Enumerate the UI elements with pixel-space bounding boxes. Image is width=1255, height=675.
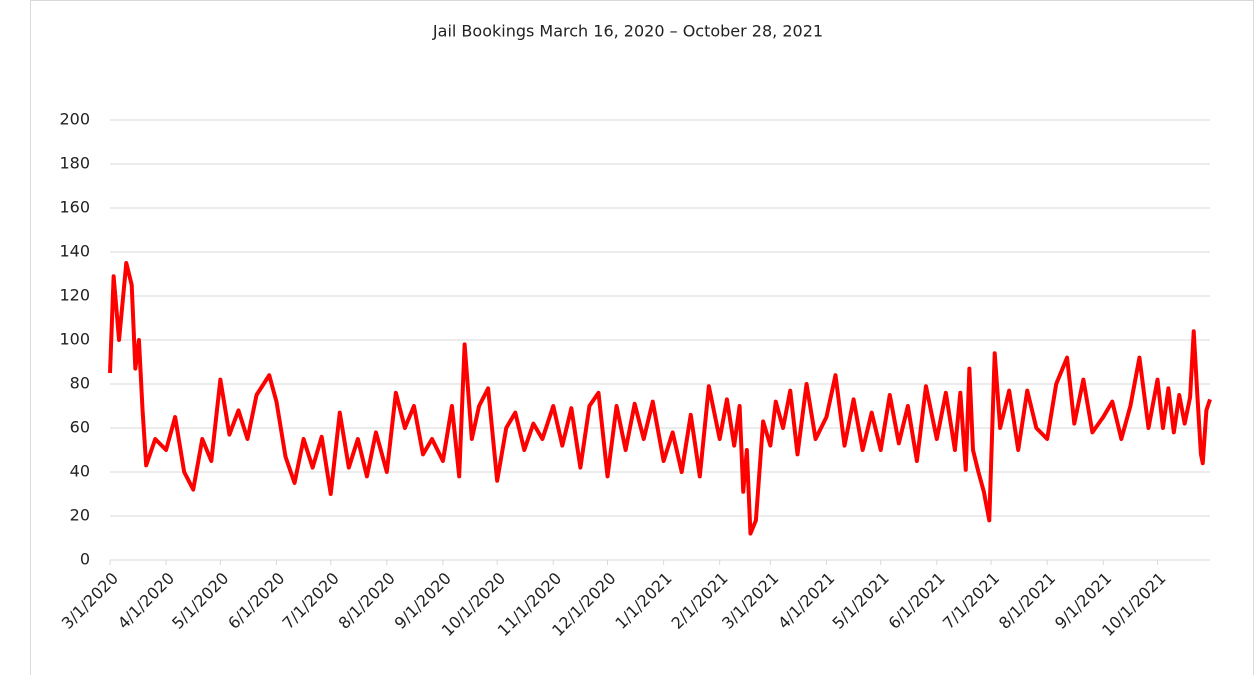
chart-title: Jail Bookings March 16, 2020 – October 2… xyxy=(432,22,823,41)
x-tick-label: 8/1/2020 xyxy=(335,569,399,633)
x-tick-label: 1/1/2021 xyxy=(611,569,675,633)
y-tick-label: 100 xyxy=(59,330,90,349)
x-tick-label: 3/1/2020 xyxy=(58,569,122,633)
y-tick-label: 80 xyxy=(70,374,90,393)
y-tick-label: 0 xyxy=(80,550,90,569)
y-tick-label: 40 xyxy=(70,462,90,481)
y-tick-label: 180 xyxy=(59,154,90,173)
y-tick-label: 160 xyxy=(59,198,90,217)
x-tick-label: 6/1/2020 xyxy=(224,569,288,633)
y-tick-label: 60 xyxy=(70,418,90,437)
chart-border xyxy=(30,0,1254,675)
x-tick-label: 5/1/2021 xyxy=(828,569,892,633)
y-tick-label: 200 xyxy=(59,110,90,129)
x-tick-label: 7/1/2021 xyxy=(939,569,1003,633)
x-tick-label: 4/1/2021 xyxy=(774,569,838,633)
y-tick-label: 120 xyxy=(59,286,90,305)
x-tick-label: 8/1/2021 xyxy=(995,569,1059,633)
x-tick-label: 5/1/2020 xyxy=(168,569,232,633)
x-tick-label: 7/1/2020 xyxy=(278,569,342,633)
data-line xyxy=(108,261,1212,536)
y-tick-label: 20 xyxy=(70,506,90,525)
x-tick-label: 4/1/2020 xyxy=(114,569,178,633)
y-tick-label: 140 xyxy=(59,242,90,261)
x-tick-label: 6/1/2021 xyxy=(885,569,949,633)
